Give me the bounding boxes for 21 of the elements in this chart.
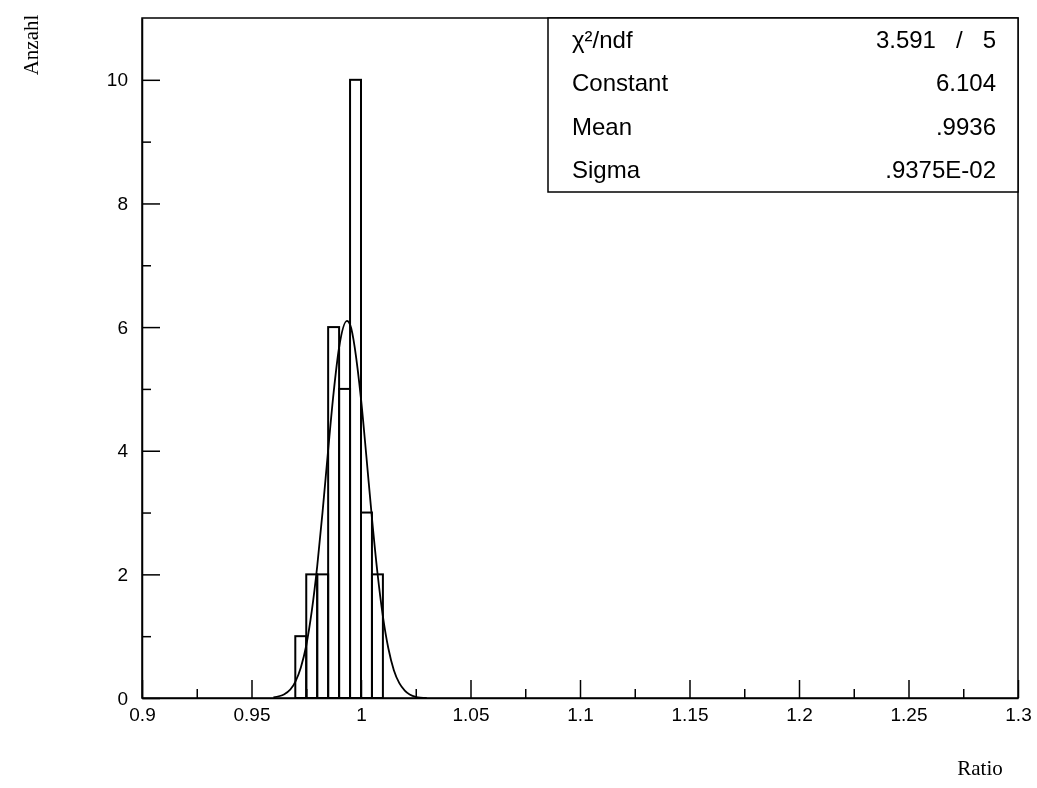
y-tick-label: 2: [117, 563, 128, 585]
x-tick-label: 1.1: [567, 704, 594, 726]
x-tick-label: 1.25: [890, 704, 928, 726]
text: χ²/ndf 3.591 / 5: [572, 25, 996, 53]
x-tick-label: 0.95: [233, 704, 271, 726]
y-tick-label: 10: [106, 69, 128, 91]
x-tick-label: 1.3: [1005, 704, 1032, 726]
x-tick-label: 0.9: [129, 704, 156, 726]
y-axis-title: Anzahl: [19, 14, 43, 76]
x-tick-label: 1.2: [786, 704, 813, 726]
x-axis-title: Ratio: [957, 756, 1003, 780]
text: Constant 6.104: [572, 69, 996, 97]
x-tick-label: 1: [356, 704, 367, 726]
y-tick-label: 4: [117, 440, 129, 462]
y-tick-label: 6: [117, 316, 128, 338]
x-tick-label: 1.05: [452, 704, 490, 726]
x-tick-label: 1.15: [671, 704, 709, 726]
y-tick-label: 8: [117, 193, 128, 215]
text: Mean .9936: [572, 112, 996, 140]
y-tick-label: 0: [117, 687, 128, 709]
text: Sigma .9375E-02: [572, 156, 996, 184]
